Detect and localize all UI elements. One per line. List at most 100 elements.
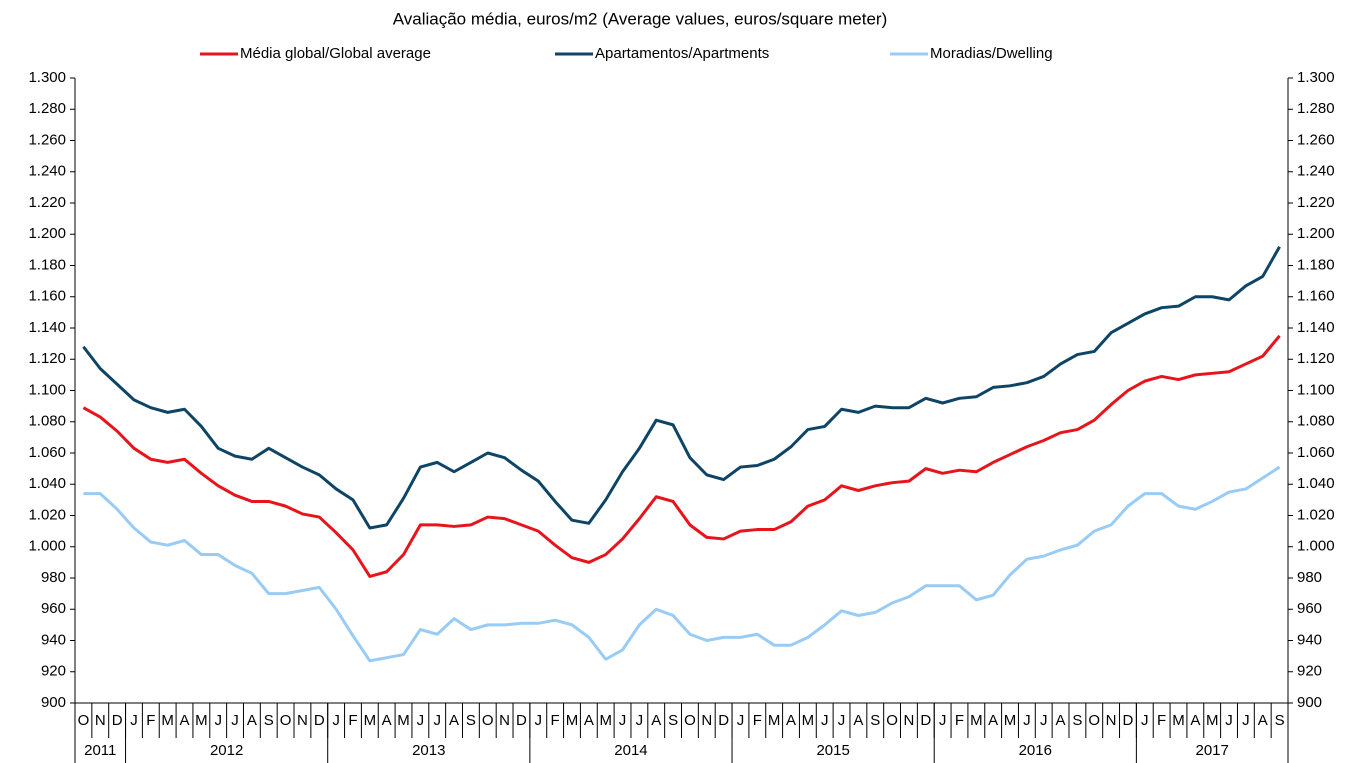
year-label: 2011	[84, 742, 116, 759]
y2-tick-label: 1.100	[1297, 381, 1335, 398]
x-tick-label: M	[1004, 712, 1017, 729]
x-tick-label: O	[684, 712, 696, 729]
x-tick-label: J	[1141, 712, 1149, 729]
y2-tick-label: 1.300	[1297, 69, 1335, 86]
x-tick-label: A	[247, 712, 257, 729]
x-tick-label: J	[1040, 712, 1048, 729]
x-tick-label: N	[297, 712, 308, 729]
x-tick-label: F	[348, 712, 357, 729]
x-tick-label: J	[214, 712, 222, 729]
x-tick-label: A	[179, 712, 189, 729]
x-tick-label: D	[920, 712, 931, 729]
y2-tick-label: 1.240	[1297, 163, 1335, 180]
y2-tick-label: 980	[1297, 569, 1322, 586]
x-tick-label: J	[838, 712, 846, 729]
y2-tick-label: 1.120	[1297, 350, 1335, 367]
x-tick-label: N	[95, 712, 106, 729]
y-tick-label: 1.260	[28, 131, 66, 148]
x-tick-label: J	[231, 712, 239, 729]
x-tick-label: J	[417, 712, 425, 729]
y-tick-label: 960	[41, 600, 66, 617]
y-tick-label: 980	[41, 569, 66, 586]
y-tick-label: 1.140	[28, 319, 66, 336]
x-tick-label: S	[1072, 712, 1082, 729]
y2-tick-label: 960	[1297, 600, 1322, 617]
year-label: 2013	[412, 742, 445, 759]
x-tick-label: A	[382, 712, 392, 729]
x-tick-label: J	[1242, 712, 1250, 729]
y-tick-label: 1.080	[28, 413, 66, 430]
x-tick-label: M	[364, 712, 377, 729]
legend-label: Apartamentos/Apartments	[595, 45, 769, 62]
x-tick-label: M	[970, 712, 983, 729]
x-tick-label: M	[161, 712, 174, 729]
y-tick-label: 1.000	[28, 538, 66, 555]
x-tick-label: O	[482, 712, 494, 729]
y2-tick-label: 1.200	[1297, 225, 1335, 242]
y2-tick-label: 1.080	[1297, 413, 1335, 430]
y2-tick-label: 1.260	[1297, 131, 1335, 148]
y-tick-label: 1.280	[28, 100, 66, 117]
y2-tick-label: 1.140	[1297, 319, 1335, 336]
x-tick-label: A	[584, 712, 594, 729]
year-label: 2017	[1196, 742, 1229, 759]
chart-title: Avaliação média, euros/m2 (Average value…	[393, 9, 888, 28]
x-tick-label: M	[1172, 712, 1185, 729]
y2-tick-label: 940	[1297, 631, 1322, 648]
x-tick-label: A	[1258, 712, 1268, 729]
x-tick-label: O	[280, 712, 292, 729]
x-tick-label: F	[146, 712, 155, 729]
y2-tick-label: 1.000	[1297, 538, 1335, 555]
y2-tick-label: 1.160	[1297, 288, 1335, 305]
y-tick-label: 1.180	[28, 256, 66, 273]
y2-tick-label: 1.020	[1297, 506, 1335, 523]
x-tick-label: J	[939, 712, 947, 729]
y-tick-label: 1.100	[28, 381, 66, 398]
x-tick-label: F	[1157, 712, 1166, 729]
x-tick-label: M	[768, 712, 781, 729]
year-label: 2015	[816, 742, 849, 759]
x-tick-label: O	[78, 712, 90, 729]
x-tick-label: A	[1190, 712, 1200, 729]
x-tick-label: D	[1123, 712, 1134, 729]
x-tick-label: A	[449, 712, 459, 729]
y-tick-label: 1.040	[28, 475, 66, 492]
y-tick-label: 1.160	[28, 288, 66, 305]
x-tick-label: A	[1056, 712, 1066, 729]
x-tick-label: D	[314, 712, 325, 729]
y2-tick-label: 1.040	[1297, 475, 1335, 492]
x-tick-label: D	[516, 712, 527, 729]
x-tick-label: D	[718, 712, 729, 729]
x-tick-label: A	[988, 712, 998, 729]
x-tick-label: J	[433, 712, 441, 729]
x-tick-label: D	[112, 712, 123, 729]
x-tick-label: N	[904, 712, 915, 729]
series-line	[83, 465, 1281, 663]
x-tick-label: S	[1275, 712, 1285, 729]
y-tick-label: 1.300	[28, 69, 66, 86]
x-tick-label: M	[1206, 712, 1219, 729]
y-tick-label: 1.240	[28, 163, 66, 180]
y-tick-label: 1.020	[28, 506, 66, 523]
x-tick-label: J	[619, 712, 627, 729]
x-tick-label: M	[802, 712, 815, 729]
x-tick-label: M	[195, 712, 208, 729]
x-tick-label: A	[651, 712, 661, 729]
x-tick-label: M	[397, 712, 410, 729]
x-tick-label: J	[737, 712, 745, 729]
y-tick-label: 1.060	[28, 444, 66, 461]
x-tick-label: F	[753, 712, 762, 729]
y2-tick-label: 1.220	[1297, 194, 1335, 211]
legend-label: Média global/Global average	[240, 45, 431, 62]
x-tick-label: O	[1088, 712, 1100, 729]
y2-tick-label: 1.280	[1297, 100, 1335, 117]
x-tick-label: A	[786, 712, 796, 729]
x-tick-label: N	[701, 712, 712, 729]
series-line	[82, 246, 1281, 530]
x-tick-label: N	[499, 712, 510, 729]
x-tick-label: S	[668, 712, 678, 729]
x-tick-label: M	[599, 712, 612, 729]
legend-label: Moradias/Dwelling	[930, 45, 1053, 62]
